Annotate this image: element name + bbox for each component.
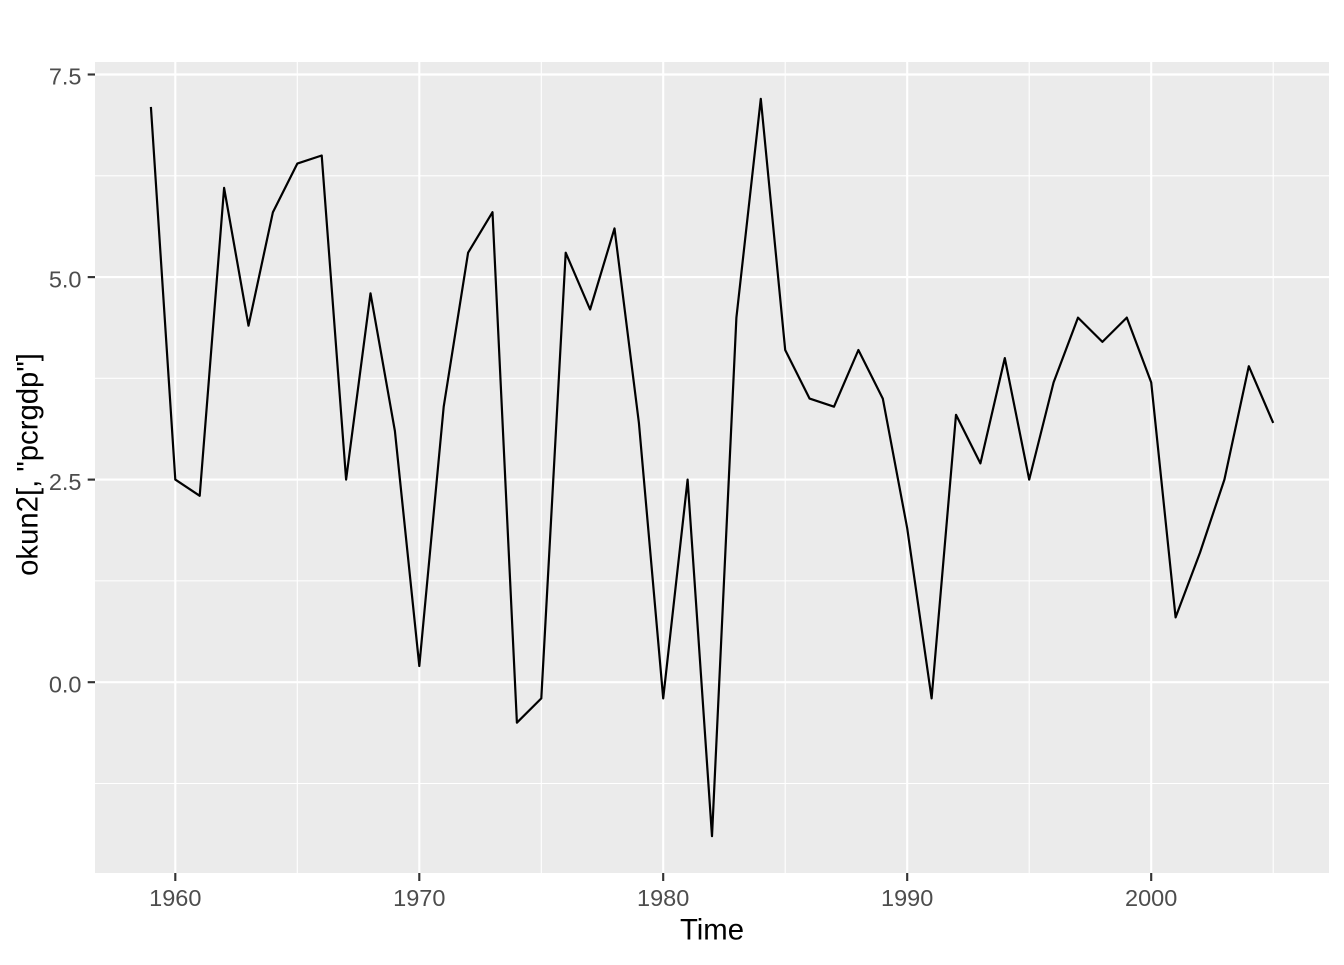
svg-text:0.0: 0.0 (49, 671, 82, 697)
svg-text:1990: 1990 (881, 885, 933, 911)
svg-text:1960: 1960 (149, 885, 201, 911)
svg-text:2.5: 2.5 (49, 469, 82, 495)
svg-text:5.0: 5.0 (49, 266, 82, 292)
svg-text:okun2[, "pcrgdp"]: okun2[, "pcrgdp"] (12, 353, 45, 576)
svg-text:2000: 2000 (1125, 885, 1177, 911)
svg-text:Time: Time (680, 914, 744, 947)
svg-text:1980: 1980 (637, 885, 689, 911)
svg-text:7.5: 7.5 (49, 64, 82, 90)
svg-text:1970: 1970 (393, 885, 445, 911)
